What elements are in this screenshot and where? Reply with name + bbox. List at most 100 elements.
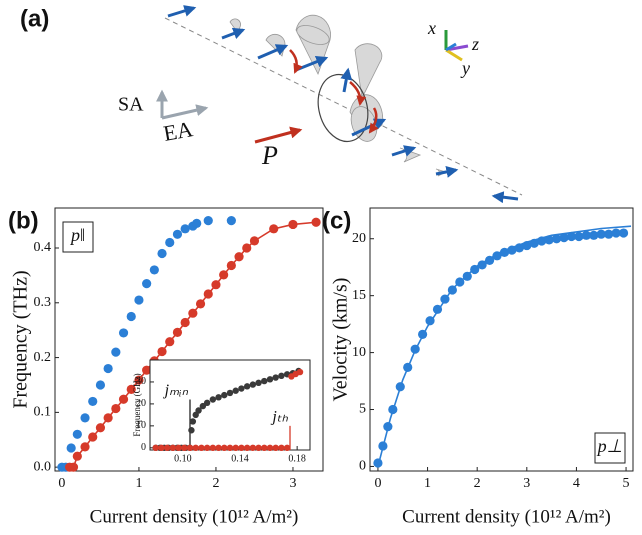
- point: [80, 413, 90, 423]
- chart: 0 1 2 3 4 5 0 5 10 15 20(c) Velocity (km/s) Current …: [322, 207, 634, 527]
- annotation: jₘᵢₙ: [163, 382, 189, 399]
- y-tick-label: 0.3: [34, 295, 52, 310]
- point: [211, 280, 221, 290]
- y-tick-label: 0.2: [34, 350, 52, 365]
- point: [198, 444, 205, 452]
- point: [226, 260, 236, 271]
- point: [189, 418, 197, 425]
- plot-frame: [369, 207, 634, 472]
- point: [618, 228, 629, 238]
- point: [66, 443, 76, 453]
- point: [221, 391, 228, 399]
- legend-label: p‖: [69, 225, 85, 245]
- x-axis-label: Current density (10¹² A/m²): [90, 506, 299, 527]
- point: [209, 444, 217, 452]
- point: [566, 231, 577, 242]
- point: [288, 219, 298, 230]
- point: [180, 224, 190, 234]
- panel-label: (b): [8, 207, 39, 234]
- point: [551, 234, 562, 244]
- point: [261, 444, 268, 452]
- x-tick-label: 1: [424, 476, 431, 491]
- point: [255, 379, 262, 387]
- x-tick-label: 2: [474, 476, 481, 491]
- point: [192, 444, 199, 452]
- chain-axis: [164, 17, 523, 196]
- point: [221, 444, 228, 452]
- point: [126, 384, 136, 394]
- point: [215, 394, 222, 401]
- point: [249, 236, 260, 246]
- point: [95, 380, 106, 390]
- y-tick-label: 0: [141, 442, 146, 453]
- p-label: P: [261, 141, 278, 170]
- point: [234, 252, 244, 262]
- y-tick-label: 0.4: [34, 240, 52, 255]
- point: [559, 233, 569, 243]
- point: [111, 347, 121, 357]
- point: [188, 308, 198, 318]
- series-line: [377, 225, 632, 467]
- point: [188, 427, 195, 434]
- point: [169, 444, 177, 452]
- spin-arrows: [167, 5, 519, 204]
- point: [219, 270, 229, 280]
- point: [175, 444, 182, 452]
- y-tick-label: 20: [352, 231, 366, 246]
- point: [134, 375, 144, 385]
- x-tick-label: 3: [289, 476, 296, 491]
- legend-box: [594, 432, 626, 464]
- point: [272, 444, 279, 452]
- point: [232, 444, 239, 452]
- panel-label: (a): [20, 5, 49, 32]
- point: [157, 248, 167, 259]
- point: [209, 396, 217, 403]
- point: [203, 289, 213, 299]
- y-axis-label: Frequency (THz): [10, 270, 32, 408]
- point: [243, 444, 251, 452]
- y-tick-label: 15: [352, 288, 366, 303]
- point: [226, 216, 236, 226]
- point: [589, 230, 599, 240]
- axis-label: z: [471, 34, 479, 54]
- point: [165, 337, 175, 347]
- point: [103, 363, 113, 374]
- point: [266, 444, 274, 452]
- x-axis-label: Current density (10¹² A/m²): [402, 506, 611, 527]
- point: [249, 444, 257, 452]
- x-tick-label: 0: [374, 476, 381, 491]
- point: [134, 295, 144, 305]
- y-tick-label: 30: [136, 376, 146, 387]
- axis-label: y: [460, 58, 470, 78]
- point: [192, 218, 202, 228]
- point: [261, 377, 268, 385]
- point: [311, 217, 321, 227]
- point: [215, 444, 222, 452]
- plot-frame: [54, 207, 324, 472]
- point: [203, 444, 211, 452]
- point: [149, 265, 159, 275]
- point: [269, 224, 279, 234]
- point: [238, 444, 245, 452]
- point: [172, 229, 183, 239]
- ea-label: EA: [161, 116, 194, 146]
- point: [278, 372, 285, 380]
- point: [142, 365, 152, 375]
- y-tick-label: 5: [359, 402, 366, 417]
- point: [249, 381, 257, 388]
- y-tick-label: 10: [136, 420, 146, 431]
- point: [226, 444, 234, 452]
- point: [266, 376, 274, 383]
- point: [272, 374, 279, 381]
- point: [157, 346, 167, 357]
- y-tick-label: 20: [136, 398, 146, 409]
- point: [118, 394, 129, 404]
- point: [111, 403, 121, 414]
- point: [158, 444, 165, 452]
- point: [581, 230, 591, 240]
- p-arrow: [254, 126, 303, 144]
- point: [203, 399, 211, 407]
- x-tick-label: 0.14: [231, 453, 249, 464]
- precession-arrows: [289, 49, 379, 134]
